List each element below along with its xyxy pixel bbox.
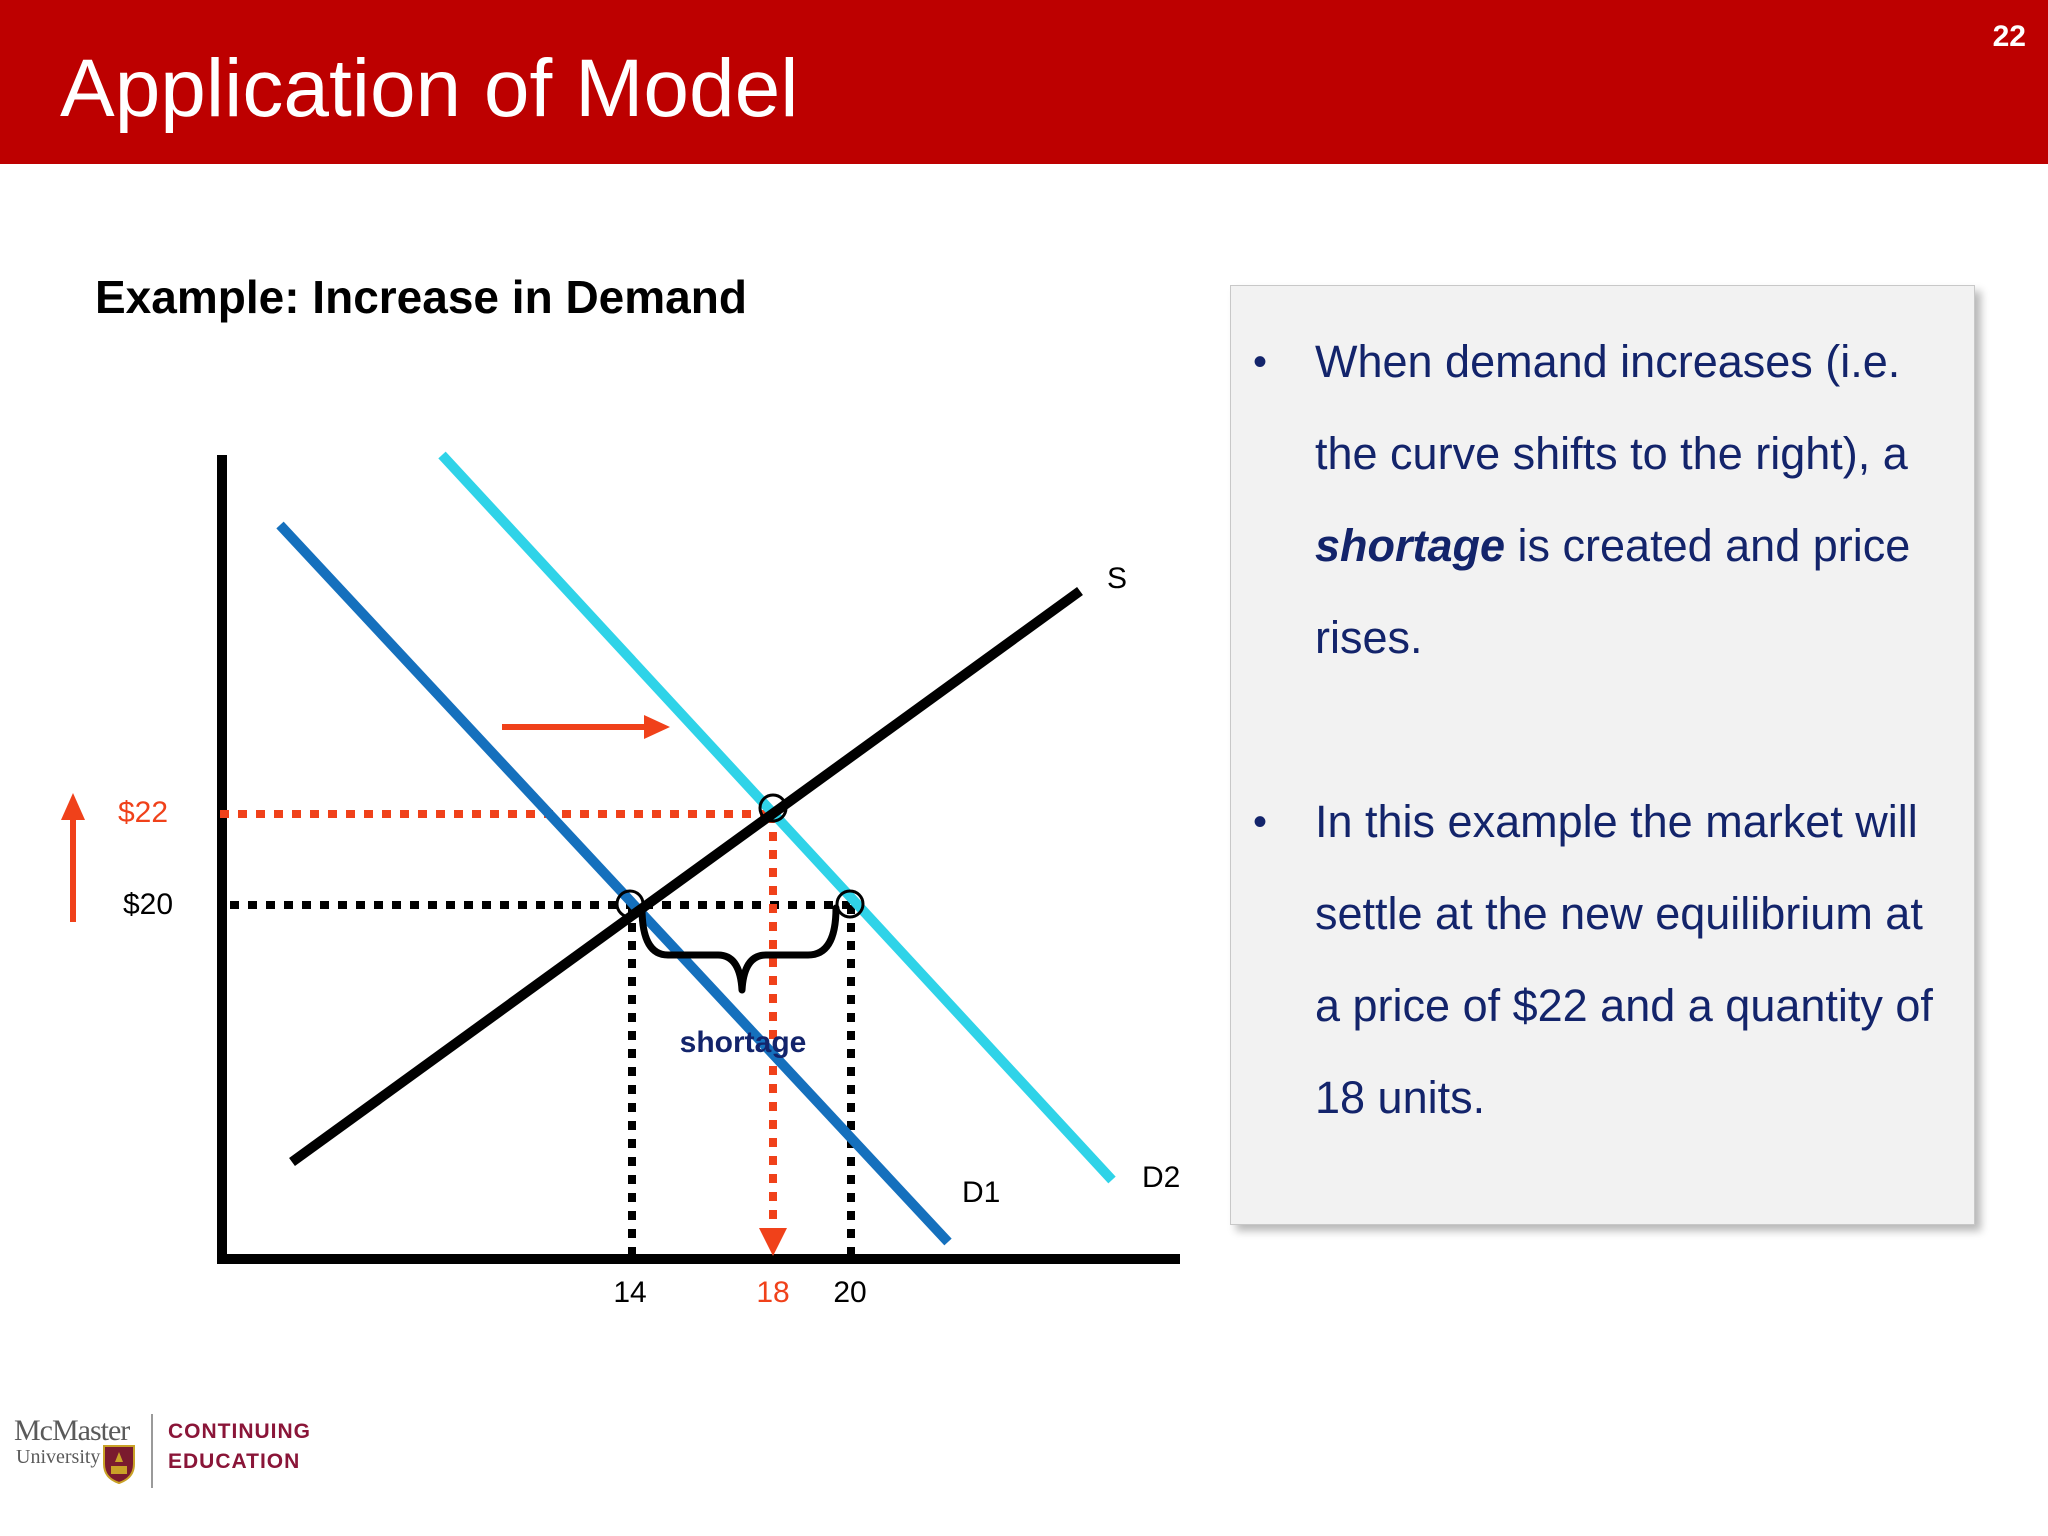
label-qty-14: 14 xyxy=(613,1276,646,1309)
shortage-emphasis: shortage xyxy=(1315,520,1506,571)
old-equilibrium-marker xyxy=(615,889,645,919)
mcmaster-logo: McMaster University CONTINUING EDUCATION xyxy=(14,1414,310,1488)
price-rise-arrowhead xyxy=(61,793,85,820)
bullet-text: In this example the market will settle a… xyxy=(1315,796,1933,1123)
title-bar: Application of Model 22 xyxy=(0,0,2048,164)
logo-university: University xyxy=(16,1446,101,1468)
curve-s xyxy=(289,586,1083,1167)
logo-brand: McMaster xyxy=(14,1414,130,1447)
diagram-subtitle: Example: Increase in Demand xyxy=(95,271,747,323)
bullet-marker: • xyxy=(1253,800,1268,844)
bullet-marker: • xyxy=(1253,340,1268,384)
slide-title: Application of Model xyxy=(60,43,799,134)
curve-d2 xyxy=(438,451,1116,1184)
demand-shift-arrowhead xyxy=(644,715,670,739)
bullet-text: When demand increases (i.e. the curve sh… xyxy=(1315,336,1911,663)
slide-number: 22 xyxy=(1992,20,2026,53)
label-price-new: $22 xyxy=(118,796,168,829)
label-qty-20: 20 xyxy=(833,1276,866,1309)
label-shortage: shortage xyxy=(680,1026,807,1059)
crest-icon xyxy=(103,1445,135,1484)
curve-d1 xyxy=(276,521,952,1246)
logo-division-line2: EDUCATION xyxy=(168,1450,301,1473)
label-qty-18: 18 xyxy=(756,1276,789,1309)
label-supply: S xyxy=(1107,562,1127,595)
label-d2: D2 xyxy=(1142,1161,1180,1194)
logo-divider xyxy=(151,1414,153,1488)
shortage-brace xyxy=(638,904,840,994)
q18-arrowhead xyxy=(759,1228,787,1256)
logo-division-line1: CONTINUING xyxy=(168,1420,311,1443)
explanation-box: • When demand increases (i.e. the curve … xyxy=(1230,285,1975,1225)
label-price-old: $20 xyxy=(123,888,173,921)
d2-intersection-marker xyxy=(835,889,865,919)
new-equilibrium-marker xyxy=(758,793,788,823)
label-d1: D1 xyxy=(962,1176,1000,1209)
